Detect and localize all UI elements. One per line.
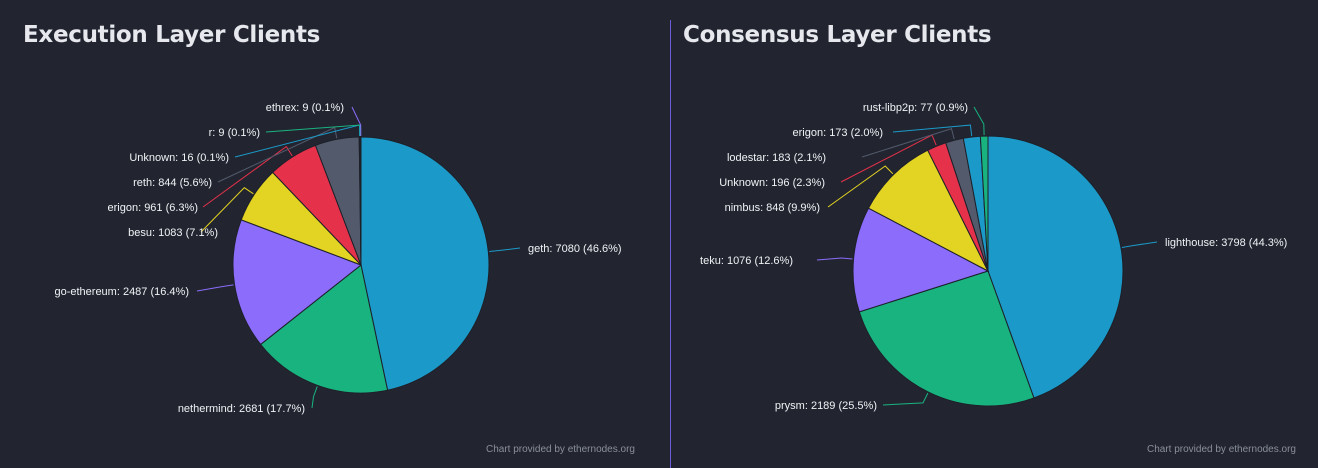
label-connector [489,247,521,252]
label-connector [861,127,955,158]
pie-slice-geth[interactable] [360,136,490,391]
data-label: rust-libp2p: 77 (0.9%) [863,102,968,114]
panel-divider [670,20,671,468]
consensus-chart-panel: Consensus Layer Clients lighthouse: 3798… [671,0,1318,468]
chart-title: Consensus Layer Clients [683,22,992,48]
pie-slice-nimbus[interactable] [867,149,990,273]
data-label: go-ethereum: 2487 (16.4%) [54,286,189,298]
data-label: r: 9 (0.1%) [209,127,260,139]
pie-slice-teku[interactable] [852,207,990,313]
chart-credit[interactable]: Chart provided by ethernodes.org [486,444,635,455]
data-label: Unknown: 196 (2.3%) [719,177,825,189]
data-label: Unknown: 16 (0.1%) [129,152,229,164]
label-connector [265,124,361,137]
label-connector [892,124,973,137]
pie-slice-nethermind[interactable] [259,264,389,394]
data-label: reth: 844 (5.6%) [133,177,212,189]
label-connector [827,165,894,208]
data-label: ethrex: 9 (0.1%) [266,102,344,114]
consensus-pie-chart: lighthouse: 3798 (44.3%) prysm: 2189 (25.… [700,102,1287,412]
label-connector [882,392,929,406]
pie-slice-lighthouse[interactable] [987,135,1124,399]
label-connector [217,126,338,183]
pie-slice-rust-libp2p[interactable] [979,135,989,272]
data-label: prysm: 2189 (25.5%) [775,400,877,412]
data-label: lighthouse: 3798 (44.3%) [1165,237,1287,249]
data-label: nethermind: 2681 (17.7%) [178,403,305,415]
pie-slice-prysm[interactable] [858,270,1035,407]
label-connector [311,386,318,409]
data-label: geth: 7080 (46.6%) [528,243,622,255]
data-label: nimbus: 848 (9.9%) [725,202,820,214]
label-connector [202,145,293,208]
execution-pie-chart: geth: 7080 (46.6%) nethermind: 2681 (17.7… [54,102,622,415]
label-connector [196,284,234,292]
chart-title: Execution Layer Clients [23,22,321,48]
pie-slice-go-ethereum[interactable] [232,219,363,346]
label-connector [351,106,362,137]
chart-credit[interactable]: Chart provided by ethernodes.org [1147,444,1296,455]
data-label: besu: 1083 (7.1%) [128,227,218,239]
data-label: erigon: 173 (2.0%) [793,127,884,139]
label-connector [816,257,853,261]
data-label: erigon: 961 (6.3%) [108,202,199,214]
label-connector [973,106,985,136]
data-label: teku: 1076 (12.6%) [700,255,793,267]
label-connector [1121,241,1158,248]
execution-chart-panel: Execution Layer Clients geth: 7080 (46.6… [23,22,635,455]
data-label: lodestar: 183 (2.1%) [727,152,826,164]
label-connector [200,187,254,233]
